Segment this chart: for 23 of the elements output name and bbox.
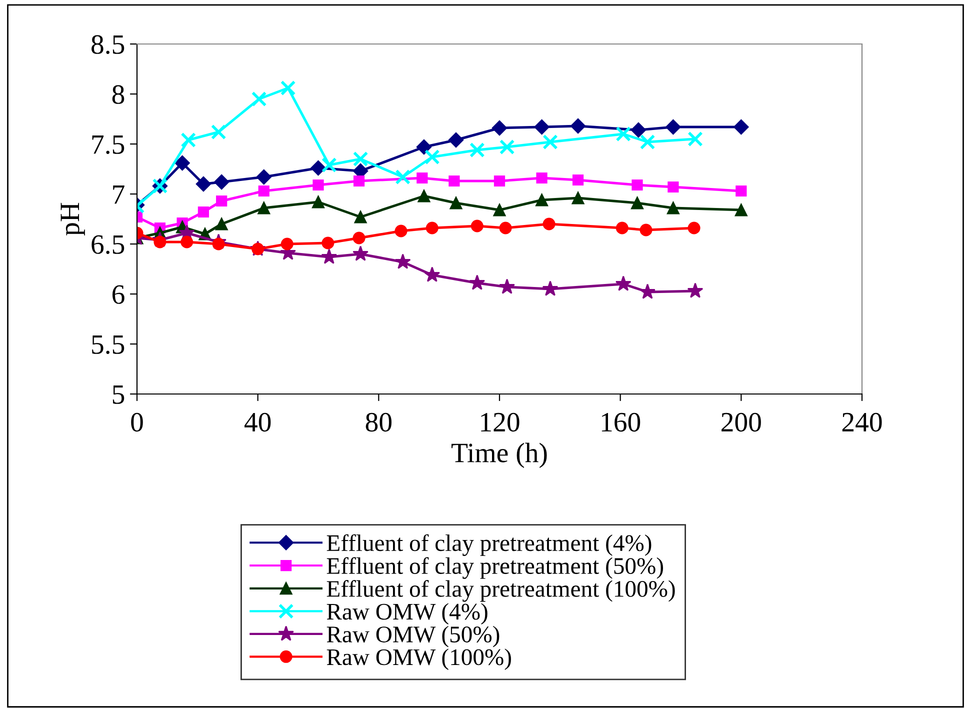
y-tick-label: 6.5 (92, 235, 124, 254)
legend-label: Raw OMW (100%) (326, 648, 511, 670)
x-tick-label: 80 (366, 412, 392, 432)
y-tick-label: 5.5 (92, 335, 124, 354)
y-tick-label: 8 (112, 85, 124, 104)
x-tick-label: 40 (244, 412, 271, 432)
x-tick-label: 160 (602, 412, 640, 432)
x-tick-label: 0 (131, 412, 143, 432)
x-tick-label: 120 (481, 412, 520, 432)
legend-label: Effluent of clay pretreatment (50%) (326, 557, 664, 579)
x-tick-label: 240 (842, 412, 882, 432)
y-tick-label: 7 (113, 185, 124, 204)
y-axis-title: pH (60, 202, 85, 236)
x-tick-label: 200 (722, 412, 761, 432)
legend-label: Raw OMW (4%) (326, 603, 488, 625)
x-axis-title: Time (h) (452, 442, 547, 468)
legend-label: Effluent of clay pretreatment (100%) (326, 580, 675, 602)
y-tick-label: 7.5 (92, 135, 124, 154)
y-tick-label: 8.5 (92, 35, 124, 54)
legend-label: Raw OMW (50%) (326, 626, 500, 648)
legend-label: Effluent of clay pretreatment (4%) (326, 534, 652, 556)
y-tick-label: 6 (112, 285, 124, 304)
y-tick-label: 5 (112, 385, 124, 404)
